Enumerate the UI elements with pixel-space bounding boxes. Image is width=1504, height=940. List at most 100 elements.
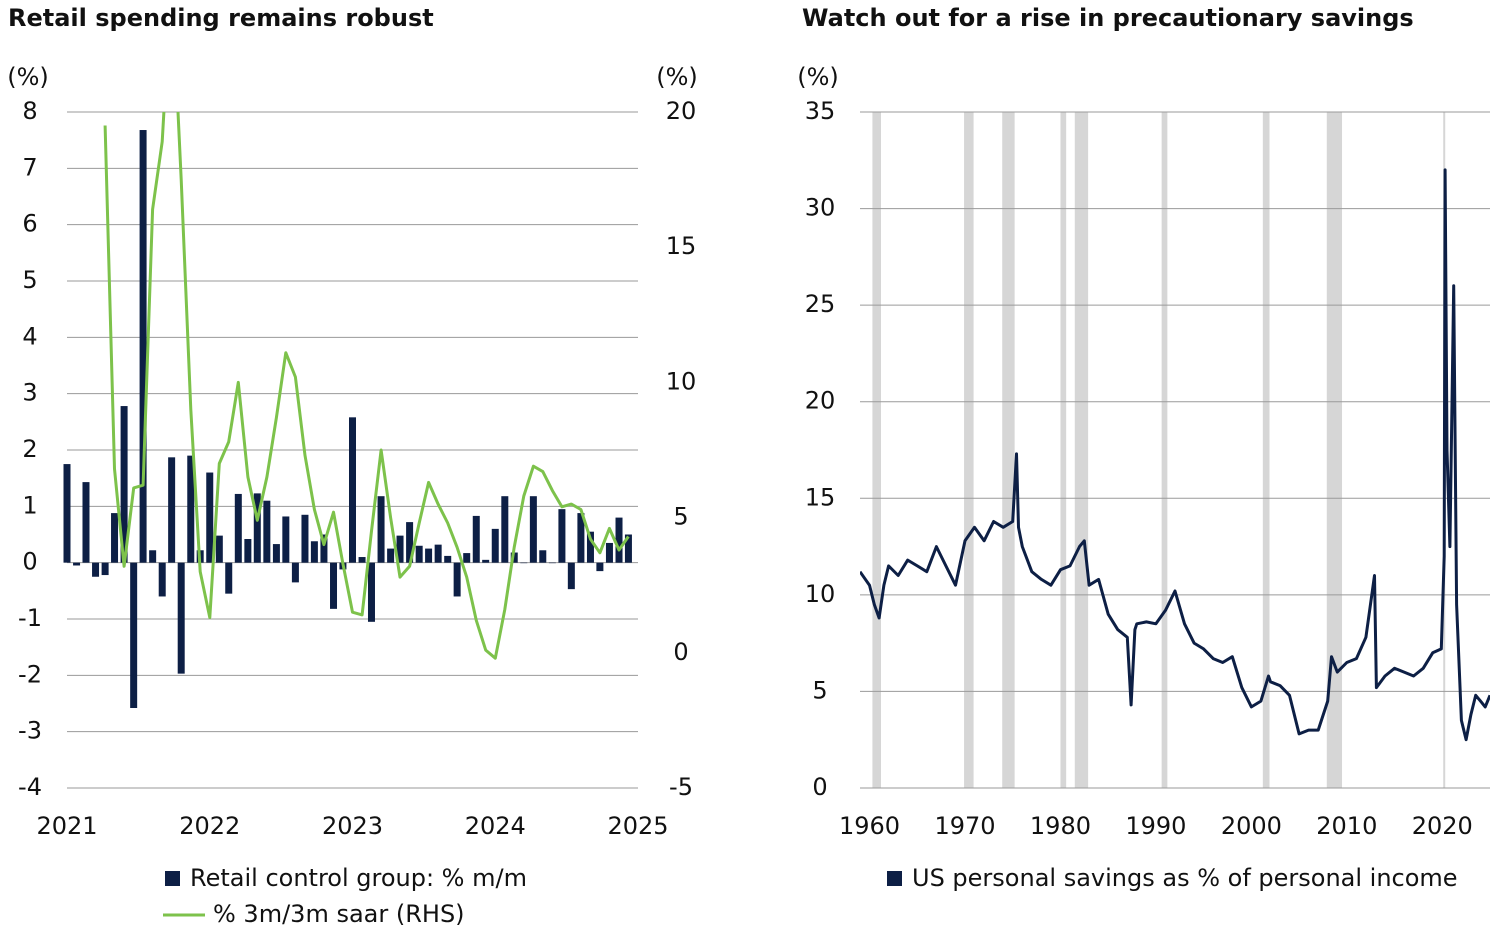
bar [491,528,499,563]
y-tick-label: 15 [805,483,836,511]
bar [187,455,195,563]
bar [282,516,290,563]
bar [168,457,176,563]
y-tick-label: -3 [18,717,42,745]
bar [177,562,185,674]
y-axis-label: (%) [7,63,49,91]
bar [320,534,328,563]
line [860,168,1490,742]
x-tick-label: 2024 [465,812,526,840]
y-tick-label: 6 [22,210,37,238]
y-axis-label: (%) [797,63,839,91]
bar [120,406,128,563]
x-tick-label: 2023 [322,812,383,840]
bar [453,562,461,597]
bar [349,417,356,563]
bar [310,541,318,563]
bar [244,539,252,563]
recession-band [1074,112,1089,788]
y2-tick-label: 15 [666,232,697,260]
legend-swatch [165,871,180,886]
bar [472,515,480,563]
bar [406,522,414,563]
y2-tick-label: -5 [669,773,693,801]
bar [73,562,81,566]
bar [253,493,261,563]
y-tick-label: 20 [805,387,836,415]
bar [577,513,585,563]
bar [101,562,109,576]
recession-band [1161,112,1168,788]
y-tick-label: 8 [22,97,37,125]
x-tick-label: 1970 [934,812,995,840]
bar [158,562,166,597]
plot-area [63,112,632,709]
y-tick-label: 5 [22,266,37,294]
recession-band [1262,112,1270,788]
bar [529,496,537,563]
recession-band [872,112,881,788]
x-tick-label: 2025 [607,812,668,840]
bar [215,535,223,563]
bar [291,562,299,583]
bar [301,514,309,563]
y-tick-label: -2 [18,660,42,688]
plot-area [860,168,1490,742]
bar [605,542,613,563]
bar [520,562,528,564]
bar [444,555,452,563]
bar [586,531,594,563]
bar [263,500,271,563]
y-tick-label: 0 [812,773,827,801]
bar [425,548,433,563]
x-tick-label: 2021 [36,812,97,840]
y2-tick-label: 20 [666,97,697,125]
y2-axis-label: (%) [656,63,698,91]
bar [63,464,71,563]
y2-tick-label: 10 [666,367,697,395]
line [103,112,630,660]
y-tick-label: -1 [18,604,42,632]
legend-swatch [887,871,902,886]
bar [548,562,556,564]
bar [615,517,623,563]
bar [501,496,509,563]
y-tick-label: 7 [22,153,37,181]
bar [234,493,242,563]
bar [596,562,604,572]
x-tick-label: 2010 [1316,812,1377,840]
bar [387,548,395,563]
bar [377,496,385,563]
chart-title: Watch out for a rise in precautionary sa… [802,4,1414,32]
x-tick-label: 2000 [1221,812,1282,840]
bar [330,562,338,609]
bar [510,552,518,563]
x-tick-label: 1960 [839,812,900,840]
chart-title: Retail spending remains robust [8,4,434,32]
bar [558,509,566,563]
recession-band [964,112,974,788]
bar [434,544,442,563]
bar [111,513,119,563]
y-tick-label: 10 [805,580,836,608]
y-tick-label: 0 [22,548,37,576]
bar [206,472,214,563]
y-tick-label: 2 [22,435,37,463]
bar [415,545,423,563]
y-tick-label: 25 [805,290,836,318]
bar [367,562,375,622]
y-tick-label: 3 [22,379,37,407]
bar [567,562,575,590]
legend-label: % 3m/3m saar (RHS) [213,900,465,928]
bar [225,562,233,594]
y2-tick-label: 0 [673,638,688,666]
bar [130,562,138,709]
recession-band [1002,112,1015,788]
legend-label: US personal savings as % of personal inc… [912,864,1458,892]
y2-tick-label: 5 [673,503,688,531]
bar [358,557,366,563]
x-tick-label: 1980 [1030,812,1091,840]
bar [463,553,471,563]
recession-band [1326,112,1343,788]
bar [149,550,157,563]
